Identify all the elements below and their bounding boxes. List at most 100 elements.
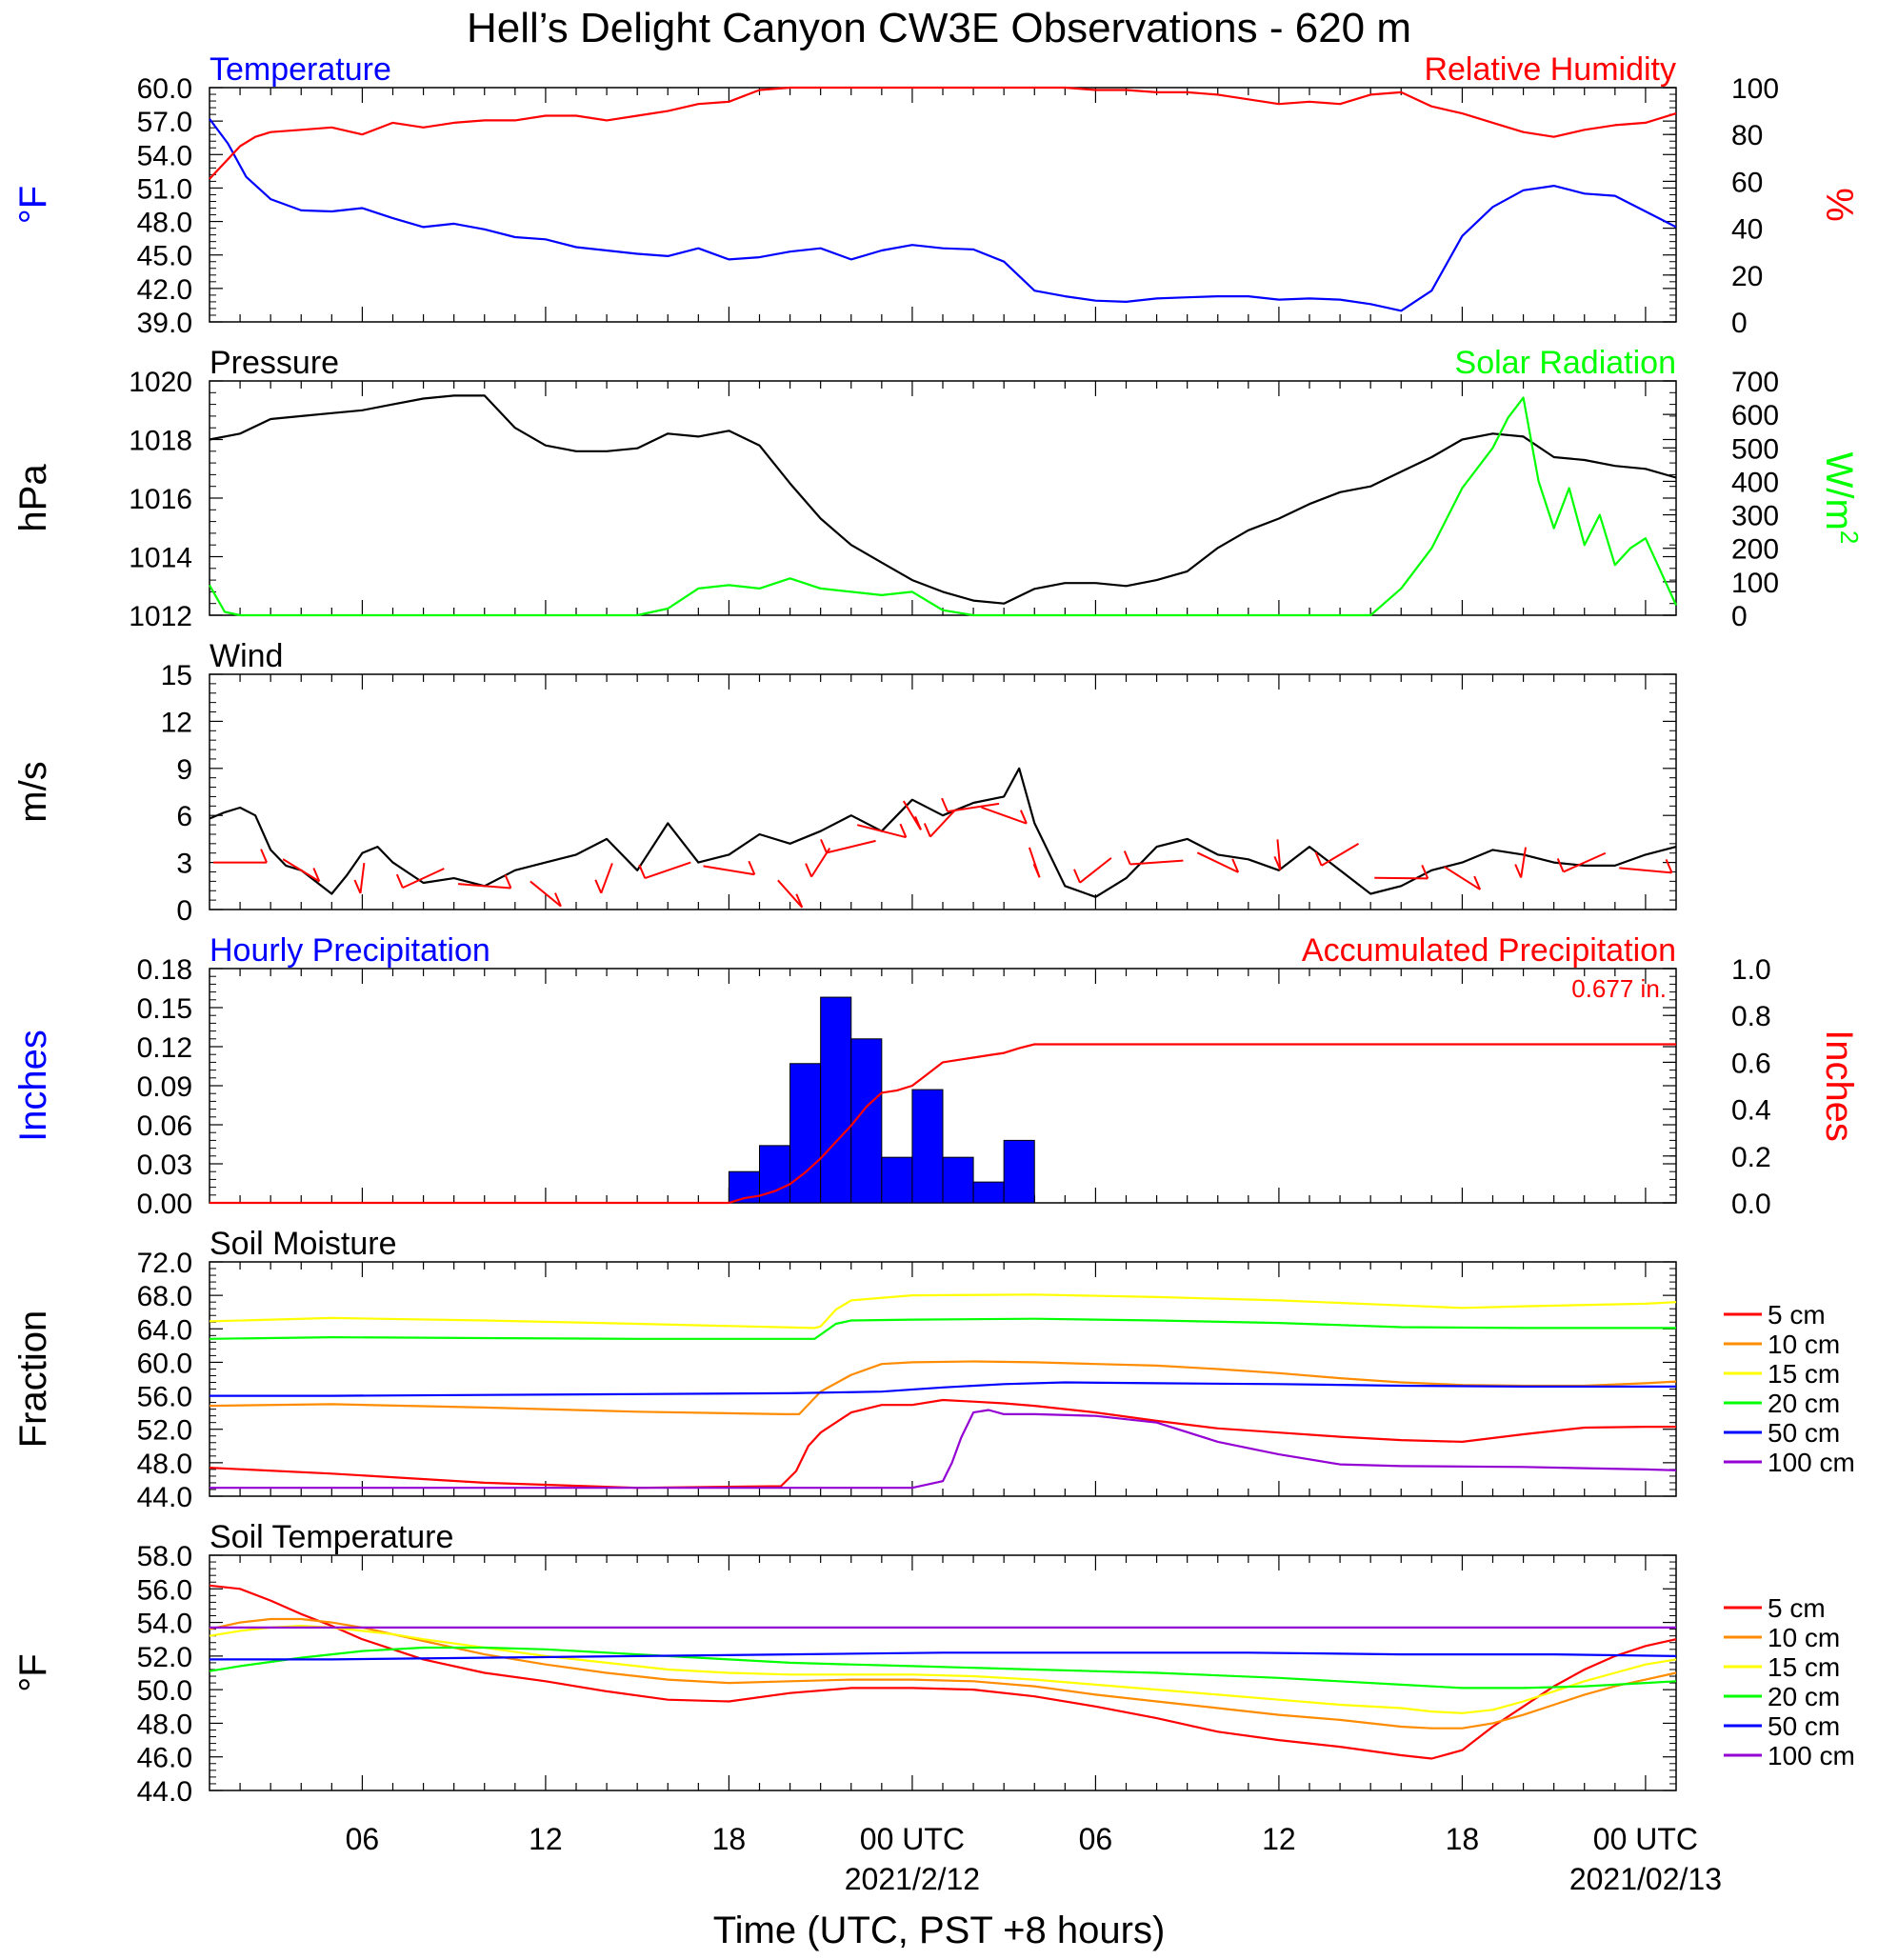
y-tick-label: 1018 xyxy=(129,426,192,457)
y-tick-label: 0.12 xyxy=(137,1032,192,1064)
y-tick-label: 0.15 xyxy=(137,993,192,1025)
y-right-tick-label: 0.2 xyxy=(1731,1142,1771,1173)
panel-temp_rh: 60.057.054.051.048.045.042.039.0 100 80 60 4… xyxy=(12,51,1860,339)
panel-title-right: Accumulated Precipitation xyxy=(1302,932,1676,969)
precip-bar xyxy=(820,996,852,1204)
legend-label: 5 cm xyxy=(1768,1300,1826,1330)
time-tick-label: 12 xyxy=(1262,1822,1296,1856)
y-tick-label: 54.0 xyxy=(137,1609,192,1640)
wind-barb xyxy=(1196,851,1239,873)
series-line-20-cm xyxy=(209,1317,1676,1340)
y-tick-label: 50.0 xyxy=(137,1675,192,1707)
y-right-tick-label: 60 xyxy=(1731,167,1763,198)
series-line-relative-humidity xyxy=(209,86,1677,180)
wind-barb-flag xyxy=(820,838,828,853)
wind-barb-flag xyxy=(899,823,908,838)
plot-frame xyxy=(209,1554,1677,1791)
panel-title-left: Wind xyxy=(210,638,283,674)
wind-barb-flag xyxy=(1231,858,1240,873)
wind-barb-flag xyxy=(395,873,404,889)
precip-bar xyxy=(1003,1139,1035,1204)
plot-frame xyxy=(209,87,1677,323)
legend-label: 100 cm xyxy=(1768,1448,1855,1477)
wind-barb-flag xyxy=(1421,864,1429,879)
y-right-tick-label: 500 xyxy=(1731,433,1779,465)
wind-barb xyxy=(826,839,876,854)
y-tick-label: 45.0 xyxy=(137,241,192,272)
precip-bar xyxy=(789,1063,822,1204)
y-right-tick-label: 0.8 xyxy=(1731,1001,1771,1032)
wind-barb xyxy=(777,879,804,909)
y-right-tick-label: 300 xyxy=(1731,501,1779,532)
wind-barb-flag xyxy=(1273,855,1282,870)
y-axis-label-left: °F xyxy=(12,1653,54,1691)
y-axis-label-superscript: 2 xyxy=(1835,530,1864,544)
wind-barb xyxy=(282,858,320,883)
precip-bar xyxy=(881,1156,913,1204)
series-line-accumulated-precipitation xyxy=(210,1043,1676,1205)
series-line-15-cm xyxy=(209,1624,1677,1714)
wind-barb-flag xyxy=(353,879,362,894)
legend-label: 20 cm xyxy=(1768,1682,1840,1711)
y-tick-label: 46.0 xyxy=(137,1743,192,1774)
series-line-15-cm xyxy=(209,1293,1677,1330)
wind-barb-flag xyxy=(554,892,562,908)
panel-title-left: Pressure xyxy=(210,345,339,381)
y-tick-label: 60.0 xyxy=(137,73,192,105)
y-tick-label: 0 xyxy=(176,895,192,927)
y-tick-label: 3 xyxy=(176,849,192,880)
y-right-tick-label: 1.0 xyxy=(1731,954,1771,986)
series-line-10-cm xyxy=(209,1360,1677,1416)
time-tick-label: 18 xyxy=(712,1822,747,1856)
wind-barb xyxy=(1079,857,1112,884)
panel-wind: 15 12 9 6 3 0 Wind m/s xyxy=(12,638,1677,927)
y-tick-label: 15 xyxy=(161,660,192,691)
figure-title: Hell’s Delight Canyon CW3E Observations … xyxy=(467,5,1411,51)
time-tick-label: 00 UTC xyxy=(860,1822,965,1856)
wind-barb-flag xyxy=(260,849,269,863)
wind-barb-flag xyxy=(1514,864,1523,878)
y-tick-label: 44.0 xyxy=(137,1482,192,1513)
y-axis-label-right: W/m2 xyxy=(1818,452,1864,545)
wind-barb-flag xyxy=(795,893,804,909)
y-tick-label: 0.06 xyxy=(137,1110,192,1142)
legend-label: 50 cm xyxy=(1768,1711,1840,1741)
wind-barb xyxy=(402,868,445,890)
y-right-tick-label: 100 xyxy=(1731,568,1779,599)
y-right-tick-label: 40 xyxy=(1731,214,1763,246)
series-line-50-cm xyxy=(210,1381,1676,1397)
wind-barb xyxy=(1563,851,1607,873)
wind-barb xyxy=(981,806,1028,825)
y-right-tick-label: 400 xyxy=(1731,467,1779,498)
wind-barb xyxy=(929,809,956,838)
wind-barb-flag xyxy=(914,815,922,830)
precip-bar xyxy=(972,1181,1005,1204)
series-line-20-cm xyxy=(209,1646,1677,1690)
y-tick-label: 39.0 xyxy=(137,308,192,339)
y-tick-label: 56.0 xyxy=(137,1382,192,1413)
y-axis-label-left: Fraction xyxy=(12,1310,54,1449)
time-tick-label: 18 xyxy=(1446,1822,1480,1856)
wind-barb-flag xyxy=(941,797,949,812)
y-tick-label: 57.0 xyxy=(137,107,192,138)
panel-title-left: Temperature xyxy=(210,51,391,88)
wind-barb xyxy=(1444,866,1481,890)
y-tick-label: 0.03 xyxy=(137,1150,192,1181)
wind-barb xyxy=(857,824,907,839)
y-right-tick-label: 100 xyxy=(1731,73,1779,105)
wind-barb-flag xyxy=(923,823,931,837)
time-tick-label: 06 xyxy=(346,1822,380,1856)
y-axis-label-left: m/s xyxy=(12,761,54,822)
wind-barb xyxy=(600,863,613,894)
y-axis-label-left: hPa xyxy=(12,464,54,532)
y-tick-label: 6 xyxy=(176,801,192,832)
series-line-100-cm xyxy=(210,1409,1677,1490)
series-line-5-cm xyxy=(209,1584,1677,1760)
y-axis-label-right: Inches xyxy=(1818,1030,1860,1142)
y-right-tick-label: 700 xyxy=(1731,367,1779,398)
wind-barb-flag xyxy=(748,860,756,875)
y-tick-label: 0.09 xyxy=(137,1071,192,1103)
wind-barb xyxy=(1619,867,1672,874)
series-line-solar-radiation xyxy=(209,396,1678,617)
